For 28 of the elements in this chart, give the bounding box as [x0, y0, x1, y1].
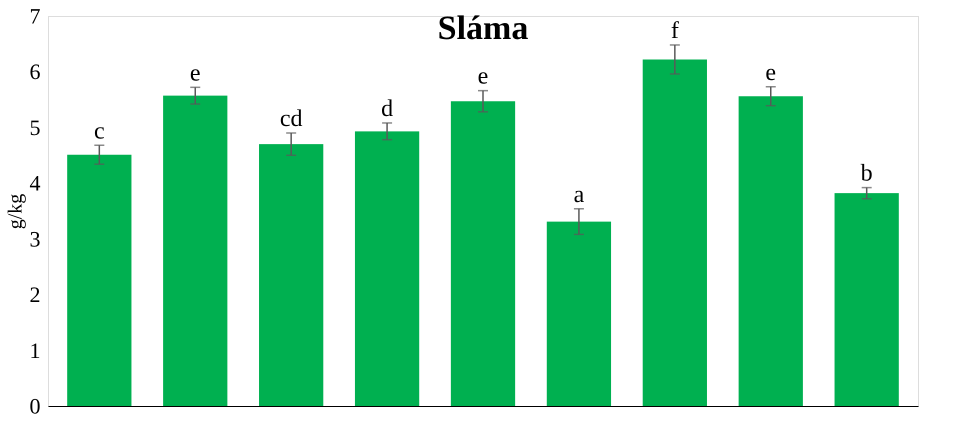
bar	[450, 101, 516, 406]
y-axis-title: g/kg	[4, 194, 26, 230]
bar	[642, 59, 707, 406]
data-label: e	[765, 60, 776, 86]
bar	[259, 144, 324, 406]
data-label: d	[381, 96, 394, 122]
y-tick-label: 0	[30, 394, 40, 418]
y-tick-label: 5	[30, 114, 40, 140]
y-tick-label: 7	[30, 4, 40, 28]
data-label: a	[574, 182, 585, 208]
data-label: e	[478, 64, 488, 90]
y-tick-label: 2	[30, 282, 40, 308]
data-label: e	[190, 60, 201, 86]
bar	[163, 96, 228, 406]
data-label: b	[860, 160, 873, 187]
bar	[67, 154, 132, 406]
data-label: f	[670, 18, 679, 44]
data-label: c	[94, 118, 105, 144]
bar	[738, 96, 803, 406]
bar	[546, 222, 612, 406]
y-tick-label: 3	[30, 226, 40, 252]
data-label: cd	[280, 106, 302, 132]
y-tick-label: 4	[30, 170, 40, 196]
y-tick-label: 1	[30, 338, 40, 363]
y-tick-label: 6	[30, 59, 40, 84]
chart-title: Sláma	[438, 10, 528, 47]
bar	[834, 193, 899, 406]
bar	[354, 131, 420, 406]
